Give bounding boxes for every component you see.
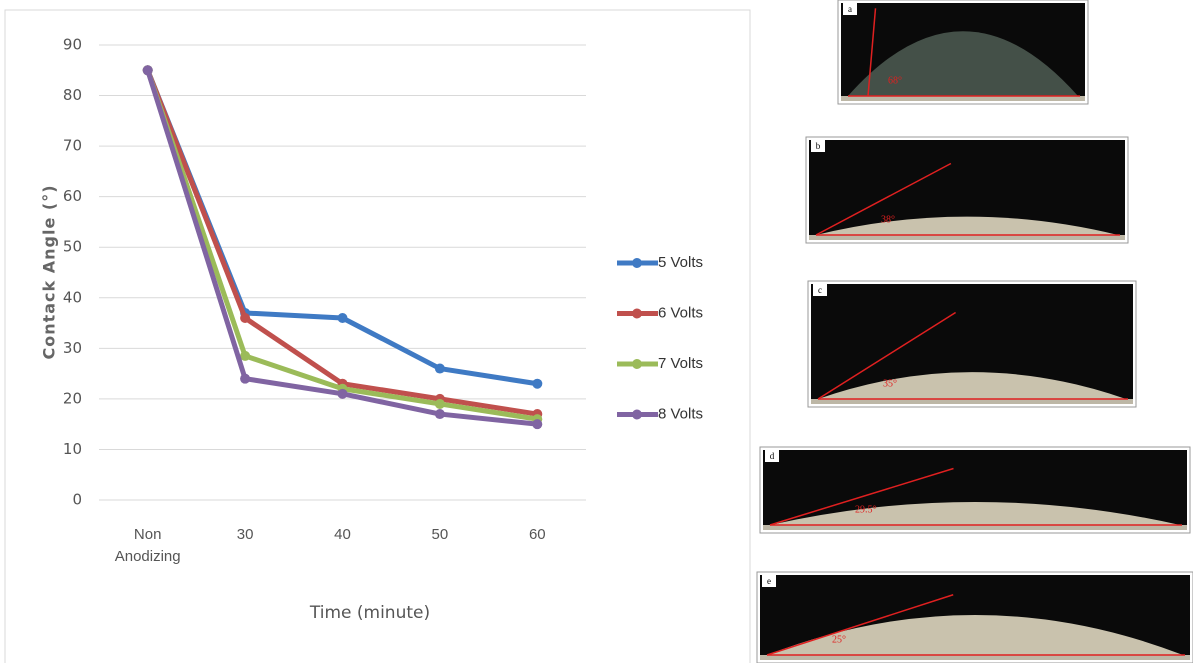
label-box [813,284,827,296]
label-box [811,140,825,152]
y-tick-label: 90 [63,36,82,54]
droplet [770,501,1180,525]
x-tick-label: 30 [236,526,254,543]
photo-label: d [770,451,775,461]
photo: a 68° [837,0,1089,105]
tangent [817,311,956,400]
y-tick-label: 50 [63,238,82,256]
surface [809,235,1125,240]
surface [763,525,1187,530]
y-tick-label: 30 [63,339,82,357]
y-tick-label: 20 [63,389,82,407]
y-tick-label: 0 [72,491,82,509]
photo: b 38° [805,136,1129,244]
point [337,388,348,399]
surface [811,399,1133,404]
y-tick-label: 70 [63,137,82,155]
label-box [762,575,776,587]
photo: e 25° [756,571,1193,663]
angle-label: 29.5° [855,504,877,515]
photo: c 35° [807,280,1137,408]
point [337,313,348,323]
point [240,313,251,323]
point [532,419,543,430]
photo-label: b [816,141,821,151]
droplet [818,372,1126,399]
angle-label: 38° [881,214,895,225]
photo-label: a [848,4,852,14]
point [434,409,445,420]
y-tick-label: 40 [63,288,82,306]
photo-label: c [818,285,822,295]
point [240,350,251,361]
surface [760,655,1190,660]
legend-marker [632,359,642,369]
droplet [767,614,1183,655]
x-tick-label: 50 [431,526,449,543]
point [240,373,251,384]
point [532,378,543,389]
x-axis-title: Time (minute) [309,603,430,623]
photo-label: e [767,576,771,586]
surface [841,96,1085,101]
x-tick-label: 60 [528,526,546,543]
x-tick-label: 40 [334,526,351,543]
photo: d 29.5° [759,446,1191,534]
tangent [766,594,954,656]
y-tick-label: 10 [63,440,82,458]
x-tick-label: Non Anodizing [114,526,181,565]
legend-marker [632,308,642,319]
label-box [843,3,857,15]
angle-label: 35° [883,378,897,389]
legend-label: 6 Volts [658,304,703,321]
point [434,363,445,374]
y-tick-label: 60 [63,187,82,205]
angle-label: 25° [832,634,846,645]
point [142,65,153,76]
tangent [867,8,877,97]
legend-label: 7 Volts [658,355,703,372]
y-tick-label: 80 [63,86,82,104]
legend-marker [632,409,642,420]
legend-label: 8 Volts [658,405,703,422]
legend-marker [632,258,642,268]
angle-label: 68° [888,75,902,86]
tangent [769,467,954,526]
droplet [848,31,1078,96]
point [434,398,445,409]
y-axis-title: Contack Angle (°) [40,184,59,359]
legend-label: 5 Volts [658,254,703,271]
tangent [815,162,952,236]
label-box [765,450,779,462]
droplet [816,216,1118,235]
